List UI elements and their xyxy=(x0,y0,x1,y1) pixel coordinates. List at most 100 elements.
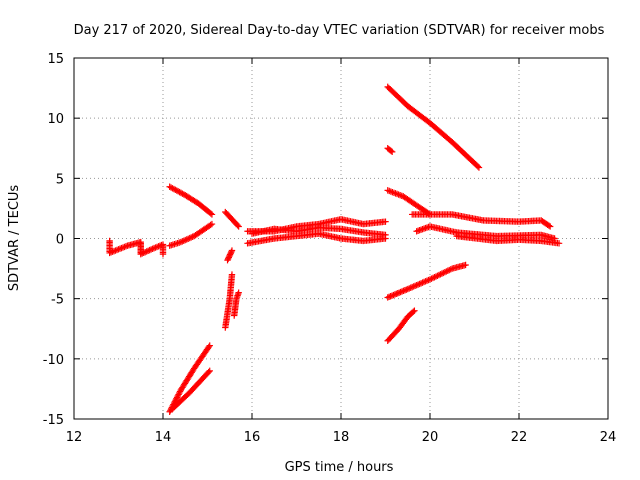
data-point xyxy=(447,266,454,273)
data-point xyxy=(182,236,189,244)
data-point xyxy=(228,247,236,254)
series-track-r xyxy=(453,232,563,247)
data-point xyxy=(235,223,242,230)
x-tick-label: 14 xyxy=(155,430,172,445)
series-track-m xyxy=(384,83,483,171)
data-point xyxy=(186,234,193,242)
data-point xyxy=(404,285,411,293)
data-point xyxy=(382,218,389,225)
data-point xyxy=(146,246,153,254)
series-track-n xyxy=(384,145,396,156)
series-track-f xyxy=(222,208,242,230)
data-point xyxy=(173,395,180,402)
data-point xyxy=(428,275,435,282)
data-point xyxy=(226,252,233,260)
data-point xyxy=(410,283,417,290)
data-point xyxy=(109,248,116,255)
data-point xyxy=(179,190,186,197)
data-point xyxy=(106,249,113,257)
series-track-h xyxy=(222,271,236,331)
data-point xyxy=(423,277,431,284)
data-point xyxy=(413,281,420,289)
data-point xyxy=(227,250,234,257)
data-point xyxy=(177,238,184,246)
y-tick-label: -10 xyxy=(43,353,64,368)
data-point xyxy=(409,283,416,291)
x-tick-label: 12 xyxy=(66,430,83,445)
data-point xyxy=(166,183,173,190)
y-axis-label: SDTVAR / TECUs xyxy=(7,185,22,292)
data-point xyxy=(150,244,158,252)
data-point xyxy=(167,184,175,191)
data-point xyxy=(429,274,437,282)
series-track-l xyxy=(248,224,389,239)
data-point xyxy=(462,261,469,269)
data-point xyxy=(207,210,214,217)
series-track-c xyxy=(166,183,216,218)
data-point xyxy=(425,276,432,284)
data-point xyxy=(475,164,483,171)
data-point xyxy=(140,249,147,257)
data-point xyxy=(387,147,395,155)
data-point xyxy=(388,292,396,299)
data-point xyxy=(207,221,214,229)
data-point xyxy=(208,211,216,218)
data-point xyxy=(228,271,236,278)
data-point xyxy=(417,280,425,287)
data-point xyxy=(174,392,182,400)
data-point xyxy=(107,249,115,256)
data-point xyxy=(177,189,185,197)
data-point xyxy=(410,308,417,315)
data-point xyxy=(187,234,195,241)
data-point xyxy=(172,186,179,194)
data-point xyxy=(431,274,438,281)
series-track-e xyxy=(168,367,213,413)
data-point xyxy=(555,240,563,247)
data-point xyxy=(152,244,159,251)
data-point xyxy=(545,222,553,229)
data-point xyxy=(113,246,121,254)
data-point xyxy=(235,289,242,296)
data-point xyxy=(394,290,401,297)
series-track-b xyxy=(166,220,216,249)
data-point xyxy=(435,271,443,279)
data-point xyxy=(385,293,393,301)
data-point xyxy=(174,188,182,195)
data-point xyxy=(398,288,406,295)
data-point xyxy=(406,285,413,292)
data-point xyxy=(173,187,180,194)
x-tick-label: 20 xyxy=(422,430,439,445)
data-point xyxy=(119,244,127,251)
data-point xyxy=(172,397,179,404)
data-point xyxy=(122,243,130,250)
data-points xyxy=(106,83,563,415)
data-point xyxy=(441,268,449,276)
data-point xyxy=(121,243,128,251)
data-point xyxy=(390,291,397,299)
data-point xyxy=(426,276,434,283)
series-track-s xyxy=(384,261,469,301)
data-point xyxy=(387,293,394,300)
data-point xyxy=(432,273,440,280)
data-point xyxy=(144,247,152,255)
series-track-t xyxy=(384,307,418,344)
x-tick-label: 24 xyxy=(600,430,617,445)
series-track-i xyxy=(231,289,242,319)
data-point xyxy=(384,294,391,301)
data-point xyxy=(397,288,404,296)
data-point xyxy=(110,247,118,255)
data-point xyxy=(438,270,446,277)
data-point xyxy=(382,231,389,239)
data-point xyxy=(118,244,125,252)
axis-ticks: 12 14 16 18 20 22 24 -15 -10 -5 0 5 10 15 xyxy=(43,52,617,445)
data-point xyxy=(234,222,241,229)
data-point xyxy=(437,271,444,278)
data-point xyxy=(116,245,124,252)
data-point xyxy=(206,342,213,349)
data-point xyxy=(206,367,213,375)
data-point xyxy=(143,248,150,255)
data-point xyxy=(185,235,192,242)
data-point xyxy=(400,287,407,295)
data-point xyxy=(224,256,231,264)
data-point xyxy=(153,243,161,251)
